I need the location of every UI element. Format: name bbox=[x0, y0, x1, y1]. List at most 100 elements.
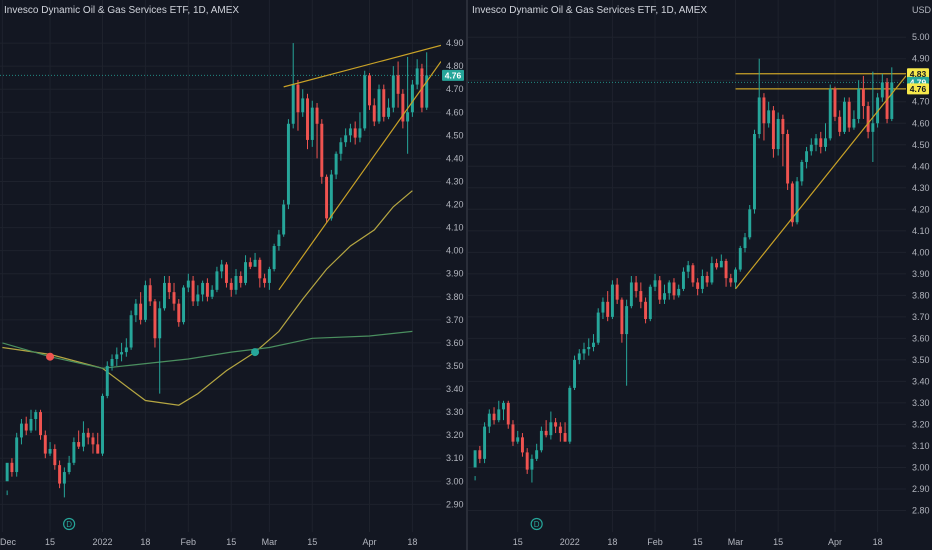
candle[interactable] bbox=[143, 280, 147, 323]
candle[interactable] bbox=[81, 421, 85, 452]
candle[interactable] bbox=[842, 97, 846, 135]
candle[interactable] bbox=[248, 257, 252, 270]
candle[interactable] bbox=[296, 79, 300, 131]
candle[interactable] bbox=[244, 255, 248, 286]
candle[interactable] bbox=[5, 462, 9, 496]
candle[interactable] bbox=[396, 61, 400, 108]
candle[interactable] bbox=[96, 432, 100, 454]
candle[interactable] bbox=[234, 269, 238, 295]
candle[interactable] bbox=[48, 442, 52, 456]
trendline-1[interactable] bbox=[735, 75, 906, 290]
candle[interactable] bbox=[577, 349, 581, 365]
candle[interactable] bbox=[824, 123, 827, 152]
candle[interactable] bbox=[790, 181, 794, 227]
candle[interactable] bbox=[587, 338, 591, 356]
candle[interactable] bbox=[634, 276, 638, 298]
candle[interactable] bbox=[382, 84, 386, 122]
candle[interactable] bbox=[101, 393, 104, 456]
candle[interactable] bbox=[653, 273, 657, 292]
candle[interactable] bbox=[229, 278, 233, 297]
candle[interactable] bbox=[629, 276, 633, 309]
candle[interactable] bbox=[344, 128, 348, 147]
candle[interactable] bbox=[771, 106, 775, 158]
candle[interactable] bbox=[43, 430, 47, 459]
candle[interactable] bbox=[286, 119, 290, 210]
candle[interactable] bbox=[196, 285, 200, 306]
candle[interactable] bbox=[215, 266, 219, 293]
candle[interactable] bbox=[15, 432, 19, 477]
candle[interactable] bbox=[776, 112, 780, 156]
candle[interactable] bbox=[115, 347, 119, 366]
candle[interactable] bbox=[483, 422, 487, 464]
candle[interactable] bbox=[520, 433, 524, 457]
candle[interactable] bbox=[644, 297, 648, 324]
plot-area[interactable] bbox=[468, 58, 906, 483]
candle[interactable] bbox=[809, 138, 813, 156]
candle[interactable] bbox=[696, 278, 700, 296]
candle[interactable] bbox=[163, 276, 166, 311]
candle[interactable] bbox=[401, 89, 405, 129]
candle[interactable] bbox=[781, 114, 785, 167]
candle[interactable] bbox=[663, 284, 666, 304]
candle[interactable] bbox=[306, 93, 309, 150]
candle[interactable] bbox=[885, 78, 889, 124]
candle[interactable] bbox=[410, 79, 414, 117]
candle[interactable] bbox=[667, 280, 671, 300]
candle[interactable] bbox=[833, 86, 837, 122]
candle[interactable] bbox=[58, 460, 62, 489]
ma-cross-marker[interactable] bbox=[251, 348, 260, 357]
candle[interactable] bbox=[734, 267, 738, 289]
candle[interactable] bbox=[139, 292, 143, 325]
candle[interactable] bbox=[158, 301, 162, 394]
candle[interactable] bbox=[492, 407, 496, 425]
candle[interactable] bbox=[558, 422, 562, 442]
trendline-1[interactable] bbox=[283, 44, 441, 88]
candle[interactable] bbox=[880, 73, 884, 102]
candle[interactable] bbox=[91, 432, 95, 454]
candle[interactable] bbox=[786, 129, 790, 190]
candle[interactable] bbox=[391, 66, 395, 113]
candle[interactable] bbox=[715, 258, 719, 270]
candle[interactable] bbox=[478, 445, 482, 464]
candle[interactable] bbox=[201, 280, 205, 302]
candle[interactable] bbox=[172, 282, 176, 311]
candle[interactable] bbox=[582, 342, 586, 360]
candle[interactable] bbox=[525, 448, 529, 474]
candle[interactable] bbox=[563, 422, 567, 442]
candle[interactable] bbox=[762, 93, 766, 141]
candle[interactable] bbox=[19, 418, 23, 445]
candle[interactable] bbox=[368, 73, 371, 110]
candle[interactable] bbox=[53, 444, 57, 470]
candle[interactable] bbox=[182, 285, 186, 325]
candle[interactable] bbox=[511, 420, 515, 446]
candle[interactable] bbox=[710, 256, 714, 285]
candle[interactable] bbox=[549, 411, 553, 440]
panel-divider[interactable] bbox=[466, 0, 468, 550]
candle[interactable] bbox=[535, 443, 539, 462]
candle[interactable] bbox=[838, 110, 842, 137]
candle[interactable] bbox=[267, 266, 271, 290]
candle[interactable] bbox=[601, 297, 605, 320]
candle[interactable] bbox=[358, 112, 362, 143]
candle[interactable] bbox=[592, 334, 595, 352]
candle[interactable] bbox=[658, 276, 662, 304]
candle[interactable] bbox=[805, 146, 809, 169]
candle[interactable] bbox=[134, 299, 138, 323]
candle[interactable] bbox=[648, 284, 652, 322]
candle[interactable] bbox=[681, 267, 685, 292]
candle[interactable] bbox=[847, 97, 851, 132]
candle[interactable] bbox=[743, 232, 747, 253]
candle[interactable] bbox=[329, 169, 333, 221]
candle[interactable] bbox=[415, 59, 419, 90]
candle[interactable] bbox=[129, 310, 133, 350]
candle[interactable] bbox=[866, 101, 870, 139]
ma-cross-marker[interactable] bbox=[46, 352, 55, 361]
candle[interactable] bbox=[800, 159, 804, 186]
candle[interactable] bbox=[310, 100, 314, 147]
candle[interactable] bbox=[153, 299, 157, 348]
candle[interactable] bbox=[487, 409, 491, 434]
candle[interactable] bbox=[301, 89, 305, 117]
candle[interactable] bbox=[210, 285, 214, 300]
candle[interactable] bbox=[819, 131, 823, 154]
candle[interactable] bbox=[700, 269, 704, 294]
